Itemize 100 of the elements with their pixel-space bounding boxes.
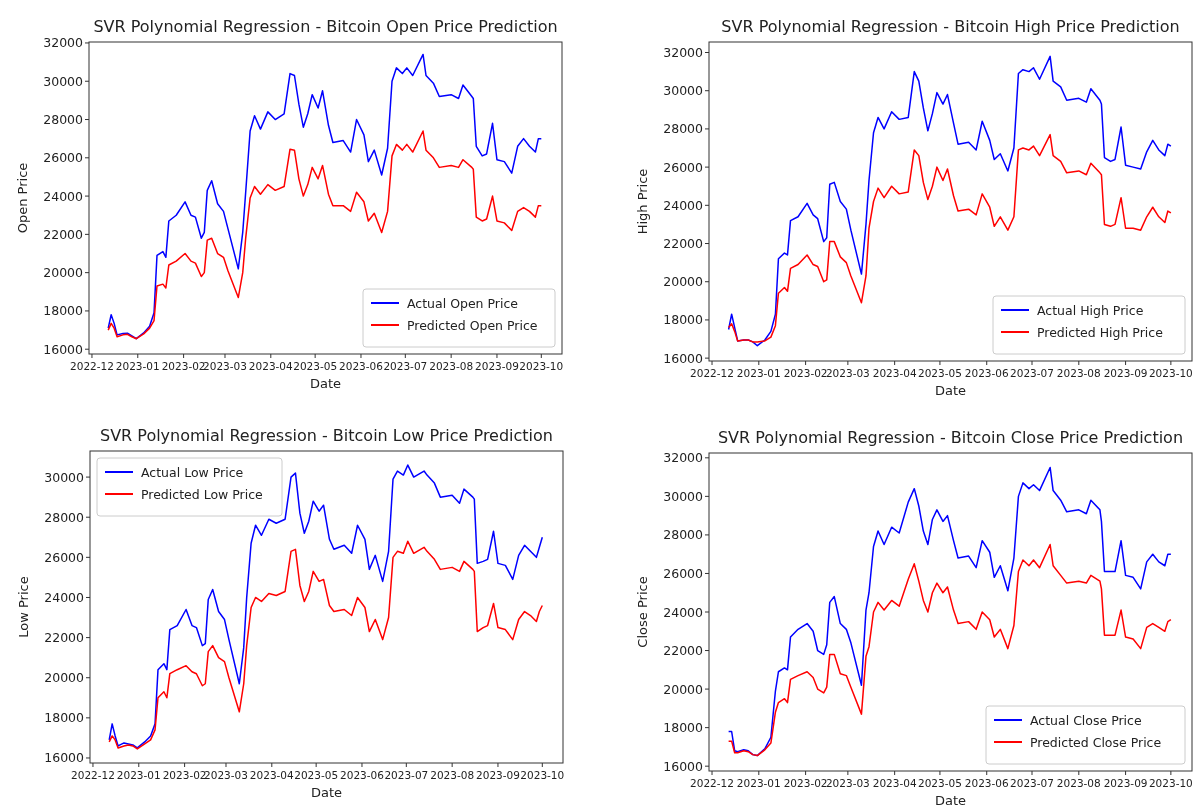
chart-title: SVR Polynomial Regression - Bitcoin High Price Prediction [721, 17, 1180, 36]
legend-label: Predicted Open Price [407, 318, 538, 333]
x-tick-label: 2022-12 [71, 769, 115, 781]
x-tick-label: 2023-06 [964, 367, 1009, 379]
y-tick-label: 16000 [663, 350, 704, 366]
x-tick-label: 2023-05 [293, 360, 338, 372]
y-tick-label: 18000 [43, 303, 84, 319]
x-tick-label: 2023-09 [476, 769, 520, 781]
y-tick-label: 28000 [663, 527, 704, 543]
y-axis-title: Open Price [15, 162, 30, 234]
y-tick-label: 30000 [44, 469, 85, 485]
y-tick-label: 24000 [43, 188, 84, 204]
x-tick-label: 2023-09 [1103, 777, 1148, 789]
x-tick-label: 2023-05 [294, 769, 339, 781]
y-tick-label: 18000 [663, 720, 704, 736]
line-series [727, 133, 1172, 343]
y-tick-label: 26000 [43, 150, 84, 166]
y-tick-label: 32000 [663, 450, 704, 466]
y-tick-label: 22000 [663, 643, 704, 659]
x-tick-label: 2023-09 [475, 360, 519, 372]
x-tick-label: 2022-12 [690, 367, 734, 379]
x-axis-title: Date [310, 785, 343, 800]
x-tick-label: 2023-02 [783, 777, 828, 789]
x-tick-label: 2023-07 [1010, 777, 1054, 789]
chart-title: SVR Polynomial Regression - Bitcoin Close Price Prediction [717, 428, 1184, 447]
y-tick-label: 20000 [43, 265, 84, 281]
chart-title: SVR Polynomial Regression - Bitcoin Open Price Prediction [93, 17, 558, 36]
x-tick-label: 2023-10 [520, 769, 565, 781]
x-tick-label: 2022-12 [690, 777, 734, 789]
x-tick-label: 2023-03 [204, 769, 248, 781]
y-tick-label: 28000 [43, 112, 84, 128]
x-tick-label: 2023-01 [736, 367, 781, 379]
chart-title: SVR Polynomial Regression - Bitcoin Low Price Prediction [100, 426, 553, 445]
x-tick-label: 2023-05 [918, 777, 962, 789]
y-tick-label: 22000 [663, 236, 704, 252]
x-tick-label: 2023-04 [249, 769, 295, 781]
y-tick-label: 20000 [663, 681, 704, 697]
legend-label: Actual Open Price [407, 296, 519, 311]
y-tick-label: 16000 [43, 341, 84, 357]
line-series [107, 53, 543, 340]
y-axis-title: Low Price [16, 576, 31, 638]
x-tick-label: 2023-07 [1010, 367, 1054, 379]
y-tick-label: 32000 [43, 35, 84, 51]
x-tick-label: 2023-03 [825, 367, 870, 379]
legend-label: Predicted Close Price [1030, 735, 1162, 750]
x-tick-label: 2023-02 [783, 367, 828, 379]
line-series [108, 464, 544, 749]
x-tick-label: 2022-12 [70, 360, 114, 372]
y-tick-label: 26000 [663, 565, 704, 581]
legend-label: Actual Low Price [141, 465, 244, 480]
y-tick-label: 28000 [44, 509, 85, 525]
y-axis-title: High Price [635, 168, 650, 235]
y-tick-label: 32000 [663, 45, 704, 61]
x-tick-label: 2023-03 [203, 360, 247, 372]
line-series [727, 466, 1172, 757]
x-tick-label: 2023-01 [116, 769, 161, 781]
x-tick-label: 2023-08 [429, 360, 474, 372]
x-tick-label: 2023-09 [1103, 367, 1148, 379]
y-tick-label: 26000 [663, 159, 704, 175]
y-tick-label: 26000 [44, 549, 85, 565]
x-tick-label: 2023-10 [519, 360, 564, 372]
y-axis-title: Close Price [635, 576, 650, 648]
y-tick-label: 24000 [44, 589, 85, 605]
x-tick-label: 2023-08 [430, 769, 475, 781]
y-tick-label: 22000 [44, 630, 85, 646]
x-axis-title: Date [934, 383, 967, 398]
y-tick-label: 16000 [44, 750, 85, 766]
x-tick-label: 2023-01 [115, 360, 160, 372]
x-tick-label: 2023-10 [1148, 367, 1193, 379]
y-tick-label: 20000 [663, 274, 704, 290]
y-tick-label: 16000 [663, 758, 704, 774]
line-series [107, 130, 543, 340]
x-tick-label: 2023-07 [383, 360, 428, 372]
x-tick-label: 2023-03 [825, 777, 870, 789]
legend-label: Predicted Low Price [141, 487, 264, 502]
x-tick-label: 2023-08 [1056, 367, 1101, 379]
y-tick-label: 20000 [44, 670, 85, 686]
x-axis-title: Date [934, 793, 967, 808]
legend-label: Actual High Price [1037, 303, 1144, 318]
x-tick-label: 2023-02 [162, 769, 207, 781]
line-series [727, 55, 1172, 347]
y-tick-label: 18000 [663, 312, 704, 328]
y-tick-label: 30000 [43, 73, 84, 89]
legend-label: Predicted High Price [1037, 325, 1164, 340]
y-tick-label: 30000 [663, 83, 704, 99]
x-tick-label: 2023-05 [918, 367, 962, 379]
x-tick-label: 2023-07 [384, 769, 429, 781]
x-tick-label: 2023-04 [872, 367, 917, 379]
legend-label: Actual Close Price [1030, 713, 1142, 728]
y-tick-label: 24000 [663, 197, 704, 213]
x-tick-label: 2023-08 [1056, 777, 1101, 789]
y-tick-label: 24000 [663, 604, 704, 620]
line-series [108, 540, 544, 750]
y-tick-label: 22000 [43, 226, 84, 242]
x-axis-title: Date [309, 376, 342, 391]
x-tick-label: 2023-01 [736, 777, 781, 789]
x-tick-label: 2023-06 [339, 360, 384, 372]
x-tick-label: 2023-04 [248, 360, 294, 372]
x-tick-label: 2023-04 [872, 777, 917, 789]
y-tick-label: 18000 [44, 710, 85, 726]
